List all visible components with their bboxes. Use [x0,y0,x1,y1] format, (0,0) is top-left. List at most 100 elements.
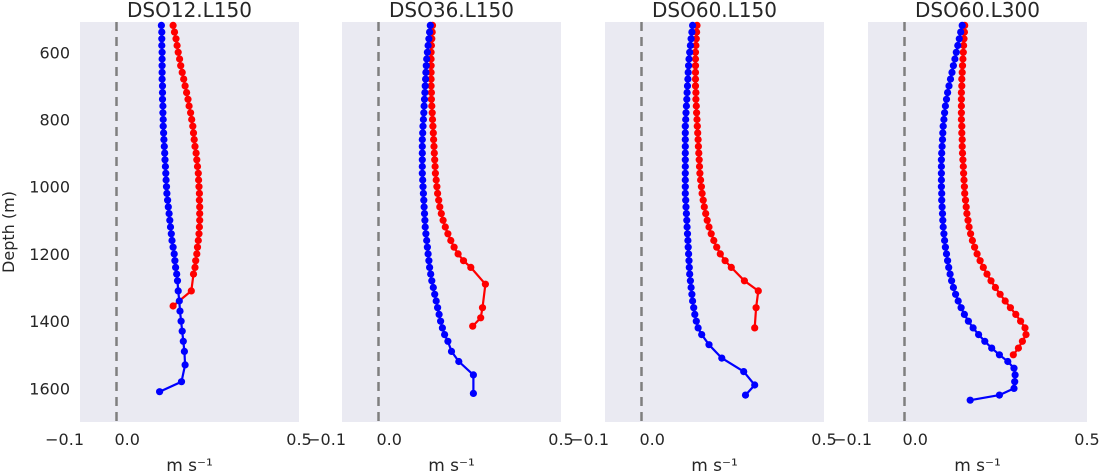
data-point [689,21,697,29]
data-point [965,223,973,231]
data-point [962,203,970,211]
data-point [427,75,435,83]
plot-area [868,22,1087,422]
data-point [683,223,691,231]
y-tick-label: 1600 [29,379,70,398]
data-point [703,216,711,224]
data-point [955,35,963,43]
data-point [192,257,200,265]
data-point [1017,317,1025,325]
data-point [418,169,426,177]
data-point [958,82,966,90]
data-point [196,210,204,218]
data-point [938,136,947,144]
data-point [419,189,427,197]
data-point [156,388,164,396]
data-point [687,283,695,292]
x-axis-label: m s⁻¹ [428,456,475,474]
plot-area [342,22,561,422]
data-point [426,28,434,36]
x-tick-label: 0.0 [903,430,928,449]
data-point [173,270,181,278]
data-point [169,243,177,251]
data-point [195,189,203,197]
data-point [189,129,198,137]
data-point [958,75,966,83]
data-point [957,28,965,36]
data-point [957,102,966,110]
data-point [691,48,700,56]
data-point [195,176,203,184]
data-point [187,287,195,295]
x-tick-label: −0.1 [307,430,346,449]
data-point [418,149,426,157]
data-point [158,82,167,90]
data-point [685,55,693,63]
data-point [467,263,475,271]
data-point [693,122,701,130]
data-point [428,115,437,124]
data-point [469,389,477,397]
data-point [964,317,973,325]
data-point [946,75,955,83]
data-point [1022,331,1030,339]
series-1 [957,21,1030,359]
data-point [190,136,198,144]
data-point [432,297,440,305]
data-point [684,236,692,245]
y-tick-label: 600 [39,43,70,62]
data-point [685,62,693,70]
x-axis-label: m s⁻¹ [166,456,213,474]
data-point [195,196,203,204]
data-point [754,287,762,295]
data-point [425,35,433,43]
series-2 [937,21,1019,404]
data-point [418,162,426,171]
data-point [422,62,430,70]
data-point [172,263,180,271]
data-point [751,381,759,389]
data-point [692,95,700,103]
data-point [166,223,175,231]
data-point [159,102,167,110]
data-point [158,41,166,50]
data-point [158,35,166,43]
x-tick-label: −0.1 [45,430,84,449]
data-point [952,290,960,298]
data-point [959,156,967,164]
data-point [189,270,198,278]
x-tick-label: 0.5 [1074,430,1099,449]
data-point [691,82,700,90]
data-point [194,169,202,177]
data-point [1021,324,1029,332]
x-tick-label: 0.5 [286,430,311,449]
data-point [1011,378,1019,386]
data-point [954,297,962,305]
data-point [938,210,947,218]
data-point [991,283,1000,292]
data-point [960,169,968,177]
data-point [694,129,702,137]
data-point [969,324,977,332]
data-point [959,48,967,56]
data-point [437,317,445,325]
data-point [966,396,974,404]
data-point [967,230,975,238]
data-point [423,236,431,245]
data-point [995,391,1004,399]
data-point [179,337,187,345]
data-point [741,391,750,399]
data-point [694,136,702,144]
data-point [958,122,966,130]
data-point [948,68,956,76]
data-point [180,347,188,355]
data-point [942,95,951,103]
data-point [692,102,700,110]
data-point [957,115,966,124]
data-point [427,95,435,103]
data-point [427,68,435,76]
data-point [681,176,689,184]
y-tick-label: 1200 [29,245,70,264]
data-point [432,176,440,184]
